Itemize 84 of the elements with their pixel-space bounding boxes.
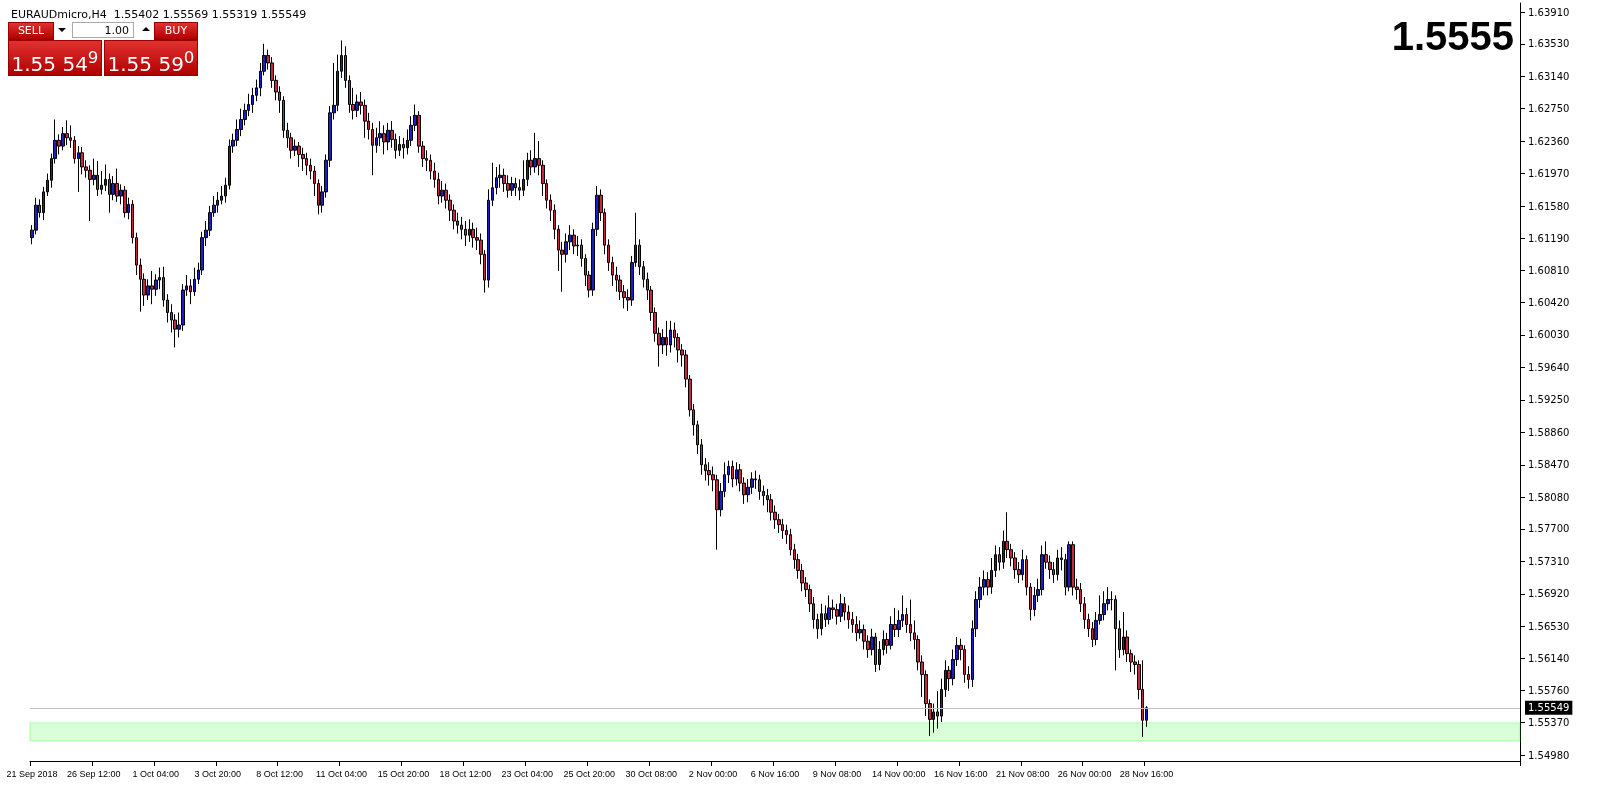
y-tick-label: 1.56530 [1528, 620, 1570, 632]
y-tick-label: 1.58860 [1528, 426, 1570, 438]
candlestick [297, 141, 301, 168]
candlestick [1114, 594, 1117, 671]
y-tick-label: 1.61970 [1528, 168, 1570, 180]
y-tick-label: 1.58080 [1528, 491, 1570, 503]
y-tick-label: 1.56920 [1528, 588, 1570, 600]
candlestick [781, 518, 784, 540]
candlestick [386, 122, 390, 151]
candlestick [669, 320, 672, 353]
x-tick-label: 28 Nov 16:00 [1119, 768, 1174, 779]
candlestick [471, 222, 475, 249]
x-tick-label: 26 Sep 12:00 [67, 768, 121, 779]
x-tick-label: 6 Nov 16:00 [750, 768, 800, 779]
x-tick-label: 21 Nov 08:00 [995, 768, 1050, 779]
y-tick-label: 1.55370 [1528, 717, 1570, 729]
x-tick-label: 15 Oct 20:00 [377, 768, 430, 779]
x-tick-label: 8 Oct 12:00 [256, 768, 303, 779]
candlestick [533, 132, 537, 174]
y-tick-label: 1.55760 [1528, 684, 1570, 696]
annotation: SELL [8, 22, 54, 40]
y-tick-label: 1.60030 [1528, 329, 1570, 341]
y-tick-label: 1.54980 [1528, 749, 1570, 761]
x-tick-label: 25 Oct 20:00 [563, 768, 616, 779]
candlestick [855, 615, 858, 642]
candlestick [398, 135, 401, 157]
candlestick [1102, 590, 1106, 621]
x-tick-label: 16 Nov 16:00 [933, 768, 988, 779]
annotation: BUY [154, 22, 198, 40]
annotation: 1.55 54$^{9}$ [8, 40, 102, 76]
candlestick [820, 603, 823, 636]
candlestick [464, 220, 467, 247]
y-tick-label: 1.61190 [1528, 232, 1570, 244]
candlestick [1071, 540, 1075, 596]
candlestick [510, 176, 514, 197]
y-tick-label: 1.59250 [1528, 394, 1570, 406]
y-tick-label: 1.56140 [1528, 653, 1570, 665]
candlestick [731, 460, 734, 488]
candlestick [827, 594, 831, 626]
candlestick [665, 320, 668, 357]
candlestick [150, 270, 154, 305]
candlestick [839, 593, 843, 623]
x-tick-label: 9 Nov 08:00 [812, 768, 862, 779]
candlestick [96, 160, 99, 197]
y-tick-label: 1.61580 [1528, 200, 1570, 212]
candlestick [874, 632, 877, 673]
candlestick [305, 152, 308, 176]
y-tick-label: 1.57700 [1528, 523, 1570, 535]
x-tick-label: 26 Nov 00:00 [1057, 768, 1112, 779]
x-tick-label: 1 Oct 04:00 [132, 768, 180, 779]
x-tick-label: 3 Oct 20:00 [194, 768, 241, 779]
x-tick-label: 21 Sep 2018 [6, 768, 58, 779]
y-tick-label: 1.63140 [1528, 70, 1570, 82]
candlestick [115, 168, 119, 203]
candlestick [123, 185, 127, 219]
annotation: 1.5555 [1391, 14, 1514, 59]
annotation: 1.55 59$^{0}$ [104, 40, 198, 76]
y-tick-label: 1.63910 [1528, 6, 1570, 18]
x-tick-label: 23 Oct 04:00 [501, 768, 554, 779]
candlestick [1067, 540, 1071, 592]
candlestick [1141, 659, 1144, 738]
candlestick [514, 177, 517, 197]
candlestick [735, 461, 738, 487]
ref-line-label: 1.55549 [1528, 702, 1570, 714]
candlestick [382, 124, 386, 155]
x-tick-label: 14 Nov 00:00 [872, 768, 926, 779]
x-tick-label: 2 Nov 00:00 [688, 768, 738, 779]
x-tick-label: 18 Oct 12:00 [439, 768, 492, 779]
candlestick [572, 228, 576, 255]
y-tick-label: 1.59640 [1528, 361, 1570, 373]
y-tick-label: 1.62360 [1528, 135, 1570, 147]
candlestick [707, 461, 711, 487]
x-tick-label: 11 Oct 04:00 [316, 768, 367, 779]
y-tick-label: 1.60420 [1528, 297, 1570, 309]
candlestick [65, 119, 69, 146]
x-tick-label: 30 Oct 08:00 [625, 768, 677, 779]
y-tick-label: 1.57310 [1528, 555, 1570, 567]
y-tick-label: 1.60810 [1528, 264, 1570, 276]
candlestick [1056, 549, 1059, 581]
y-tick-label: 1.63530 [1528, 38, 1570, 50]
y-tick-label: 1.58470 [1528, 459, 1570, 471]
y-tick-label: 1.62750 [1528, 103, 1570, 115]
lot-size-field: 1.00 [72, 22, 134, 38]
text: EURAUDmicro,H4 1.55402 1.55569 1.55319 1.55549 [11, 8, 307, 21]
